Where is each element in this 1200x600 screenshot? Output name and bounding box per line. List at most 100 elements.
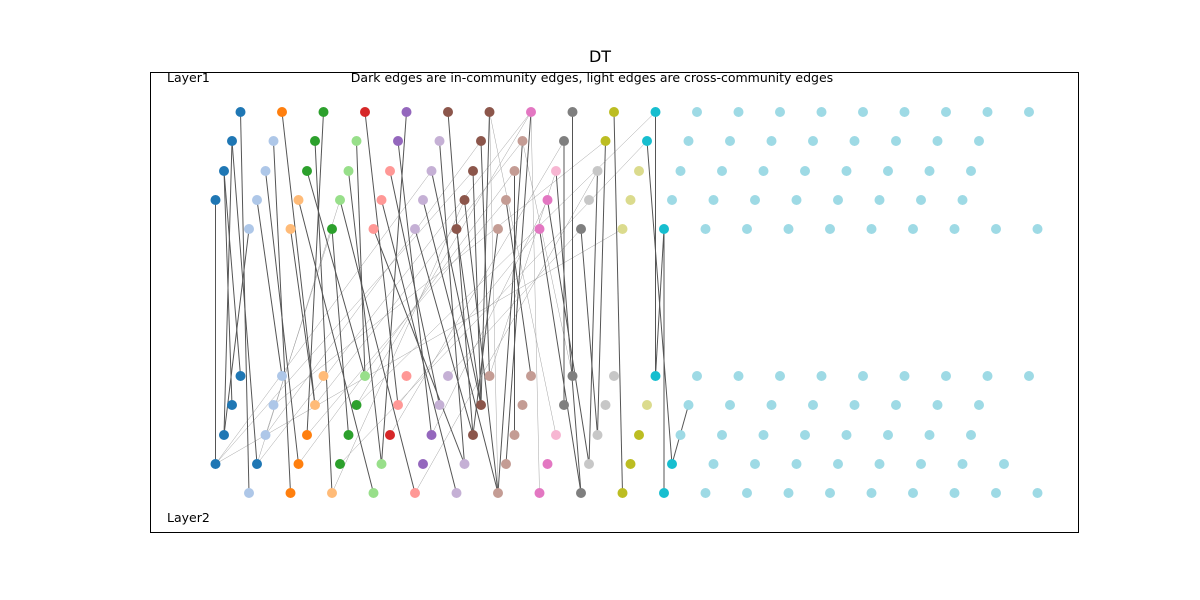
network-node: [634, 430, 644, 440]
in-community-edge: [588, 170, 598, 465]
network-node: [783, 488, 794, 498]
network-node: [567, 371, 578, 381]
cross-community-edge: [431, 199, 548, 436]
in-community-edge: [339, 199, 416, 494]
network-node: [426, 166, 437, 176]
network-node: [667, 195, 677, 205]
network-node: [260, 430, 271, 440]
network-node: [244, 224, 254, 234]
in-community-edge: [539, 228, 582, 494]
network-node: [908, 224, 918, 234]
in-community-edge: [223, 228, 250, 436]
network-node: [991, 224, 1001, 234]
network-node: [800, 166, 810, 176]
network-node: [517, 136, 528, 146]
layer1-label: Layer1: [167, 70, 210, 85]
in-community-edge: [497, 140, 523, 494]
network-node: [468, 430, 478, 440]
network-node: [277, 371, 287, 381]
network-node: [310, 136, 320, 146]
network-node: [791, 459, 802, 469]
network-node: [476, 400, 486, 410]
network-node: [393, 400, 403, 410]
network-node: [327, 488, 337, 498]
network-node: [302, 430, 312, 440]
network-node: [866, 488, 877, 498]
in-community-edge: [389, 170, 440, 406]
network-node: [932, 400, 943, 410]
network-node: [974, 136, 984, 146]
network-node: [443, 107, 453, 117]
network-node: [567, 107, 578, 117]
network-node: [700, 488, 711, 498]
network-node: [808, 136, 818, 146]
in-community-edge: [331, 228, 349, 436]
network-node: [376, 459, 387, 469]
cross-community-edge: [489, 111, 499, 494]
network-node: [244, 488, 254, 498]
in-community-edge: [505, 199, 532, 377]
network-node: [542, 459, 553, 469]
in-community-edge: [472, 228, 499, 436]
cross-community-edge: [489, 111, 557, 436]
network-node: [426, 430, 437, 440]
network-node: [493, 224, 503, 234]
cross-community-edge: [339, 140, 648, 465]
network-node: [1024, 371, 1034, 381]
network-node: [766, 400, 777, 410]
network-node: [941, 107, 951, 117]
network-node: [576, 224, 586, 234]
network-node: [692, 107, 702, 117]
network-node: [874, 195, 885, 205]
cross-community-edge: [306, 199, 507, 436]
network-node: [800, 430, 810, 440]
network-node: [982, 371, 993, 381]
network-node: [459, 195, 470, 205]
network-node: [650, 107, 661, 117]
network-node: [683, 136, 694, 146]
network-node: [484, 107, 495, 117]
network-node: [725, 136, 735, 146]
network-node: [650, 371, 661, 381]
network-node: [833, 459, 843, 469]
network-node: [891, 400, 901, 410]
network-node: [551, 430, 561, 440]
network-node: [501, 195, 511, 205]
network-node: [600, 400, 611, 410]
network-node: [576, 488, 586, 498]
network-node: [227, 400, 237, 410]
in-community-edge: [314, 140, 333, 494]
network-node: [750, 459, 760, 469]
in-community-edge: [356, 140, 366, 377]
network-node: [617, 488, 628, 498]
network-node: [517, 400, 528, 410]
network-node: [468, 166, 478, 176]
in-community-edge: [223, 170, 233, 406]
in-community-edge: [348, 170, 382, 465]
in-community-edge: [290, 228, 316, 406]
network-node: [634, 166, 644, 176]
network-node: [235, 107, 246, 117]
network-node: [285, 488, 296, 498]
in-community-edge: [265, 170, 299, 465]
network-node: [667, 459, 677, 469]
cross-community-edge: [356, 111, 532, 406]
in-community-edge: [231, 140, 258, 465]
network-node: [268, 136, 279, 146]
network-node: [526, 107, 536, 117]
in-community-edge: [306, 111, 324, 436]
network-node: [791, 195, 802, 205]
in-community-edge: [464, 199, 499, 494]
network-node: [758, 430, 769, 440]
network-node: [434, 400, 445, 410]
in-community-edge: [422, 199, 499, 494]
network-nodes: [210, 107, 1043, 498]
network-node: [293, 195, 304, 205]
network-node: [252, 195, 262, 205]
network-node: [883, 166, 893, 176]
network-node: [343, 166, 354, 176]
in-community-edge: [381, 111, 407, 465]
network-node: [219, 166, 229, 176]
network-node: [999, 459, 1009, 469]
network-node: [758, 166, 769, 176]
